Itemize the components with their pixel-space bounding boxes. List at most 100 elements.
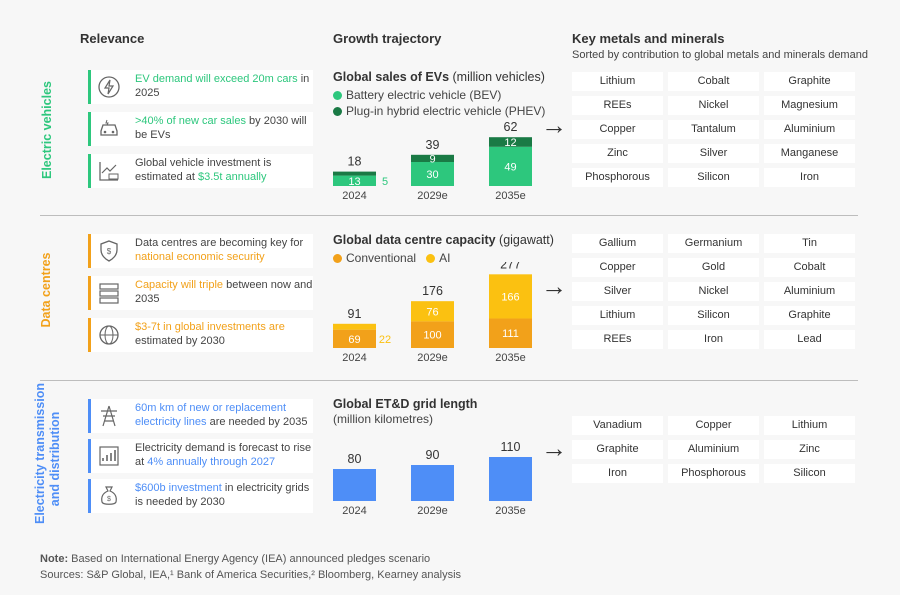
data-label: 49 [504, 161, 516, 173]
total-label: 91 [348, 307, 362, 321]
bar-segment [489, 146, 532, 186]
mineral-chip: Lithium [572, 72, 663, 91]
legend-swatch [333, 91, 342, 100]
x-tick-label: 2035e [495, 190, 526, 202]
bar-segment [411, 301, 454, 322]
globe-gear-icon [99, 325, 119, 345]
chart-etd: 80 2024 90 2029e 110 2035e [333, 440, 532, 517]
section-label-dc: Data centres [39, 252, 53, 328]
mineral-chip: Graphite [572, 440, 663, 459]
investment-chart-icon [99, 162, 119, 181]
mineral-chip: Zinc [572, 144, 663, 163]
bar-segment [489, 137, 532, 147]
mineral-chip: Vanadium [572, 416, 663, 435]
total-label: 90 [426, 448, 440, 462]
bar [489, 457, 532, 501]
mineral-chip: Copper [668, 416, 759, 435]
total-label: 80 [348, 452, 362, 466]
relevance-text: $600b investment in electricity grids is… [135, 482, 310, 508]
relevance-card-etd-investment: $ $600b investment in electricity grids … [88, 479, 313, 513]
svg-text:$: $ [107, 496, 111, 503]
mineral-chip: Silver [668, 144, 759, 163]
relevance-card-dc-investment: $3-7t in global investments are estimate… [88, 318, 313, 352]
data-label: 111 [502, 328, 519, 340]
data-label: 5 [382, 176, 388, 188]
total-label: 18 [348, 155, 362, 169]
relevance-text: Global vehicle investment is estimated a… [135, 157, 272, 183]
mineral-chip: Silicon [668, 306, 759, 325]
mineral-chip: REEs [572, 330, 663, 349]
chart-unit-etd: (million kilometres) [333, 412, 434, 426]
legend-dc: Conventional AI [333, 251, 450, 265]
relevance-text: >40% of new car sales by 2030 will be EV… [135, 115, 307, 141]
mineral-chip: Phosphorous [572, 168, 663, 187]
bar-segment [411, 162, 454, 186]
chart-title-etd: Global ET&D grid length [333, 397, 478, 411]
mineral-chip: Phosphorous [668, 464, 759, 483]
section-label-etd-line1: Electricity transmission [33, 382, 47, 524]
bar-segment [411, 321, 454, 348]
relevance-card-ev-investment: Global vehicle investment is estimated a… [88, 154, 313, 188]
svg-text:$: $ [107, 247, 112, 256]
mineral-chip: Silicon [668, 168, 759, 187]
x-tick-label: 2035e [495, 505, 526, 517]
bar-segment [333, 329, 376, 348]
chart-dc: 69 22 91 2024 100 76 176 2029e 111 166 277 2035e [333, 262, 532, 364]
mineral-chip: Copper [572, 120, 663, 139]
section-label-ev: Electric vehicles [40, 81, 54, 179]
legend-swatch [333, 107, 342, 116]
mineral-chip: Zinc [764, 440, 855, 459]
mineral-chip: Silver [572, 282, 663, 301]
bar-segment [333, 323, 376, 330]
total-label: 277 [500, 262, 521, 271]
mineral-chip: Iron [764, 168, 855, 187]
legend-bev: Battery electric vehicle (BEV) [333, 88, 501, 102]
relevance-text: Capacity will triple between now and 203… [135, 279, 313, 305]
mineral-chip: Nickel [668, 282, 759, 301]
data-label: 12 [504, 137, 516, 149]
arrow-right-icon: → [541, 110, 567, 140]
mineral-chip: Iron [572, 464, 663, 483]
mineral-chip: REEs [572, 96, 663, 115]
relevance-text: $3-7t in global investments are estimate… [135, 321, 285, 347]
mineral-chip: Tin [764, 234, 855, 253]
mineral-chip: Germanium [668, 234, 759, 253]
mineral-chip: Nickel [668, 96, 759, 115]
mineral-chip: Gold [668, 258, 759, 277]
relevance-header: Relevance [80, 31, 145, 46]
mineral-chip: Magnesium [764, 96, 855, 115]
x-tick-label: 2029e [417, 190, 448, 202]
bar-segment [489, 274, 532, 319]
relevance-text: Data centres are becoming key for nation… [135, 237, 304, 263]
mineral-chip: Iron [668, 330, 759, 349]
data-label: 9 [429, 153, 435, 165]
legend-phev: Plug-in hybrid electric vehicle (PHEV) [333, 104, 545, 118]
data-label: 69 [348, 334, 360, 346]
metals-subheader: Sorted by contribution to global metals … [572, 49, 868, 61]
relevance-card-etd-demand: Electricity demand is forecast to rise a… [88, 439, 313, 473]
data-label: 100 [423, 330, 441, 342]
data-label: 22 [379, 334, 391, 346]
chart-title-dc: Global data centre capacity (gigawatt) [333, 233, 554, 247]
metals-header: Key metals and minerals [572, 31, 725, 46]
footer-sources: Sources: S&P Global, IEA,¹ Bank of Ameri… [40, 569, 462, 581]
mineral-chip: Tantalum [668, 120, 759, 139]
mineral-chip: Aluminium [764, 282, 855, 301]
mineral-chip: Lithium [764, 416, 855, 435]
relevance-card-ev-demand: EV demand will exceed 20m cars in 2025 [88, 70, 313, 104]
transmission-tower-icon [101, 405, 117, 427]
section-divider-2 [40, 380, 858, 381]
relevance-card-etd-lines: 60m km of new or replacement electricity… [88, 399, 313, 433]
x-tick-label: 2035e [495, 352, 526, 364]
x-tick-label: 2029e [417, 352, 448, 364]
bar-segment [411, 154, 454, 162]
mineral-chip: Gallium [572, 234, 663, 253]
x-tick-label: 2024 [342, 352, 366, 364]
bar [411, 465, 454, 501]
mineral-chip: Lithium [572, 306, 663, 325]
bar [333, 469, 376, 501]
data-label: 13 [348, 176, 360, 188]
arrow-right-icon: → [541, 433, 567, 463]
total-label: 39 [426, 138, 440, 152]
legend-swatch [333, 254, 342, 263]
